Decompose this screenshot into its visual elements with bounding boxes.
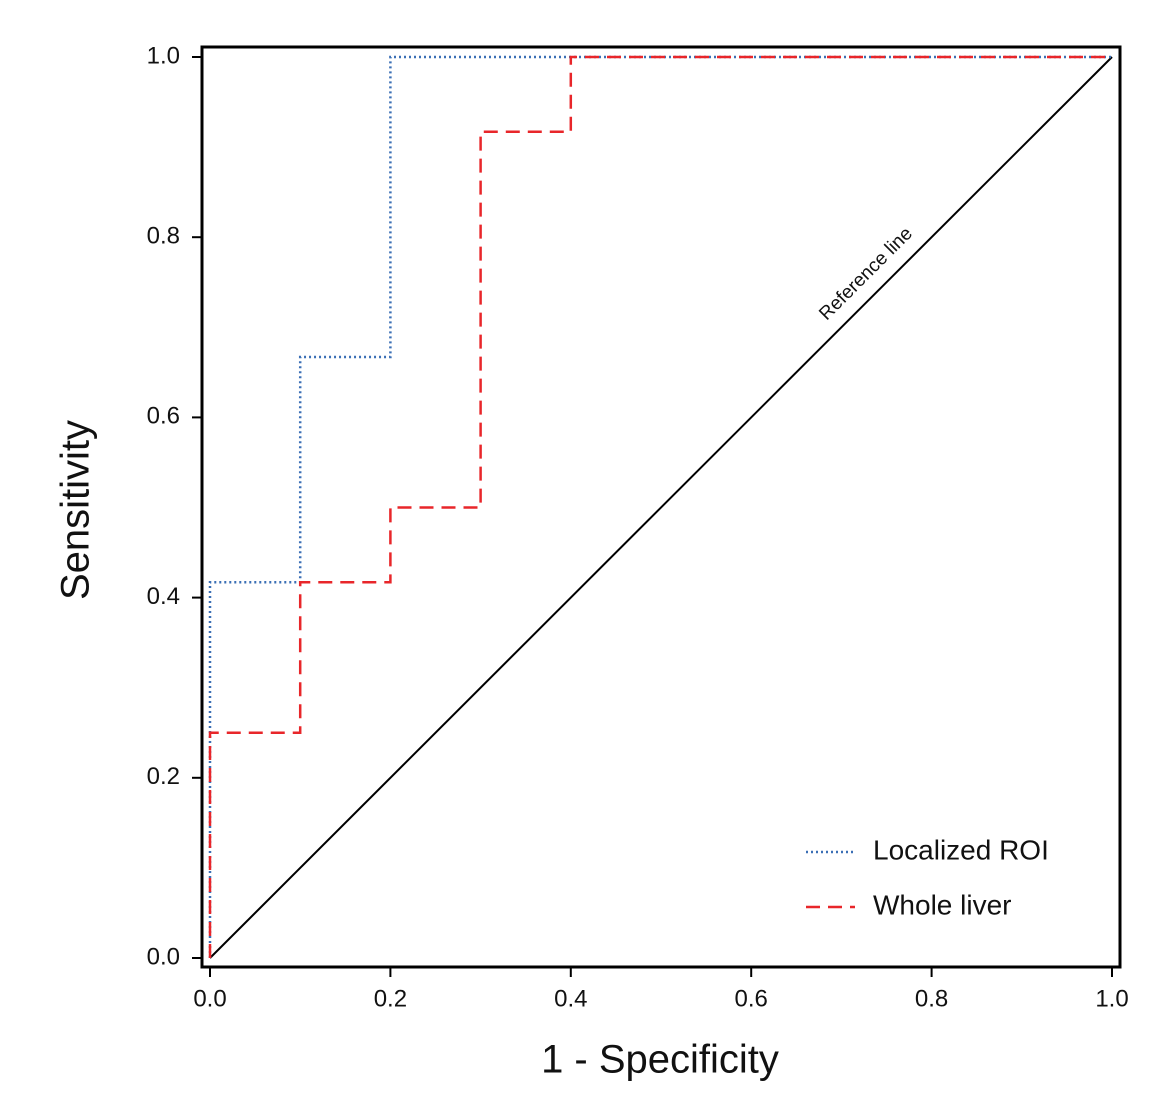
y-tick-label: 0.6 <box>147 403 180 430</box>
legend-label: Localized ROI <box>873 834 1049 865</box>
y-tick-label: 1.0 <box>147 42 180 69</box>
reference-line <box>209 56 1113 959</box>
y-tick-label: 0.0 <box>147 943 180 970</box>
y-tick-label: 0.2 <box>147 763 180 790</box>
legend-label: Whole liver <box>873 889 1011 920</box>
reference-label: Reference line <box>815 223 916 324</box>
x-tick-label: 0.2 <box>374 985 407 1012</box>
plot-frame <box>200 45 1122 969</box>
roc-curve <box>208 55 1112 958</box>
x-tick-label: 1.0 <box>1095 985 1128 1012</box>
x-tick-label: 0.4 <box>554 985 587 1012</box>
y-tick-label: 0.8 <box>147 223 180 250</box>
x-tick-label: 0.0 <box>193 985 226 1012</box>
x-tick-label: 0.8 <box>915 985 948 1012</box>
roc-curve <box>208 55 1112 958</box>
y-tick-label: 0.4 <box>147 583 180 610</box>
x-tick-label: 0.6 <box>735 985 768 1012</box>
x-axis-title: 1 - Specificity <box>541 1038 779 1082</box>
y-axis-title: Sensitivity <box>54 420 98 600</box>
